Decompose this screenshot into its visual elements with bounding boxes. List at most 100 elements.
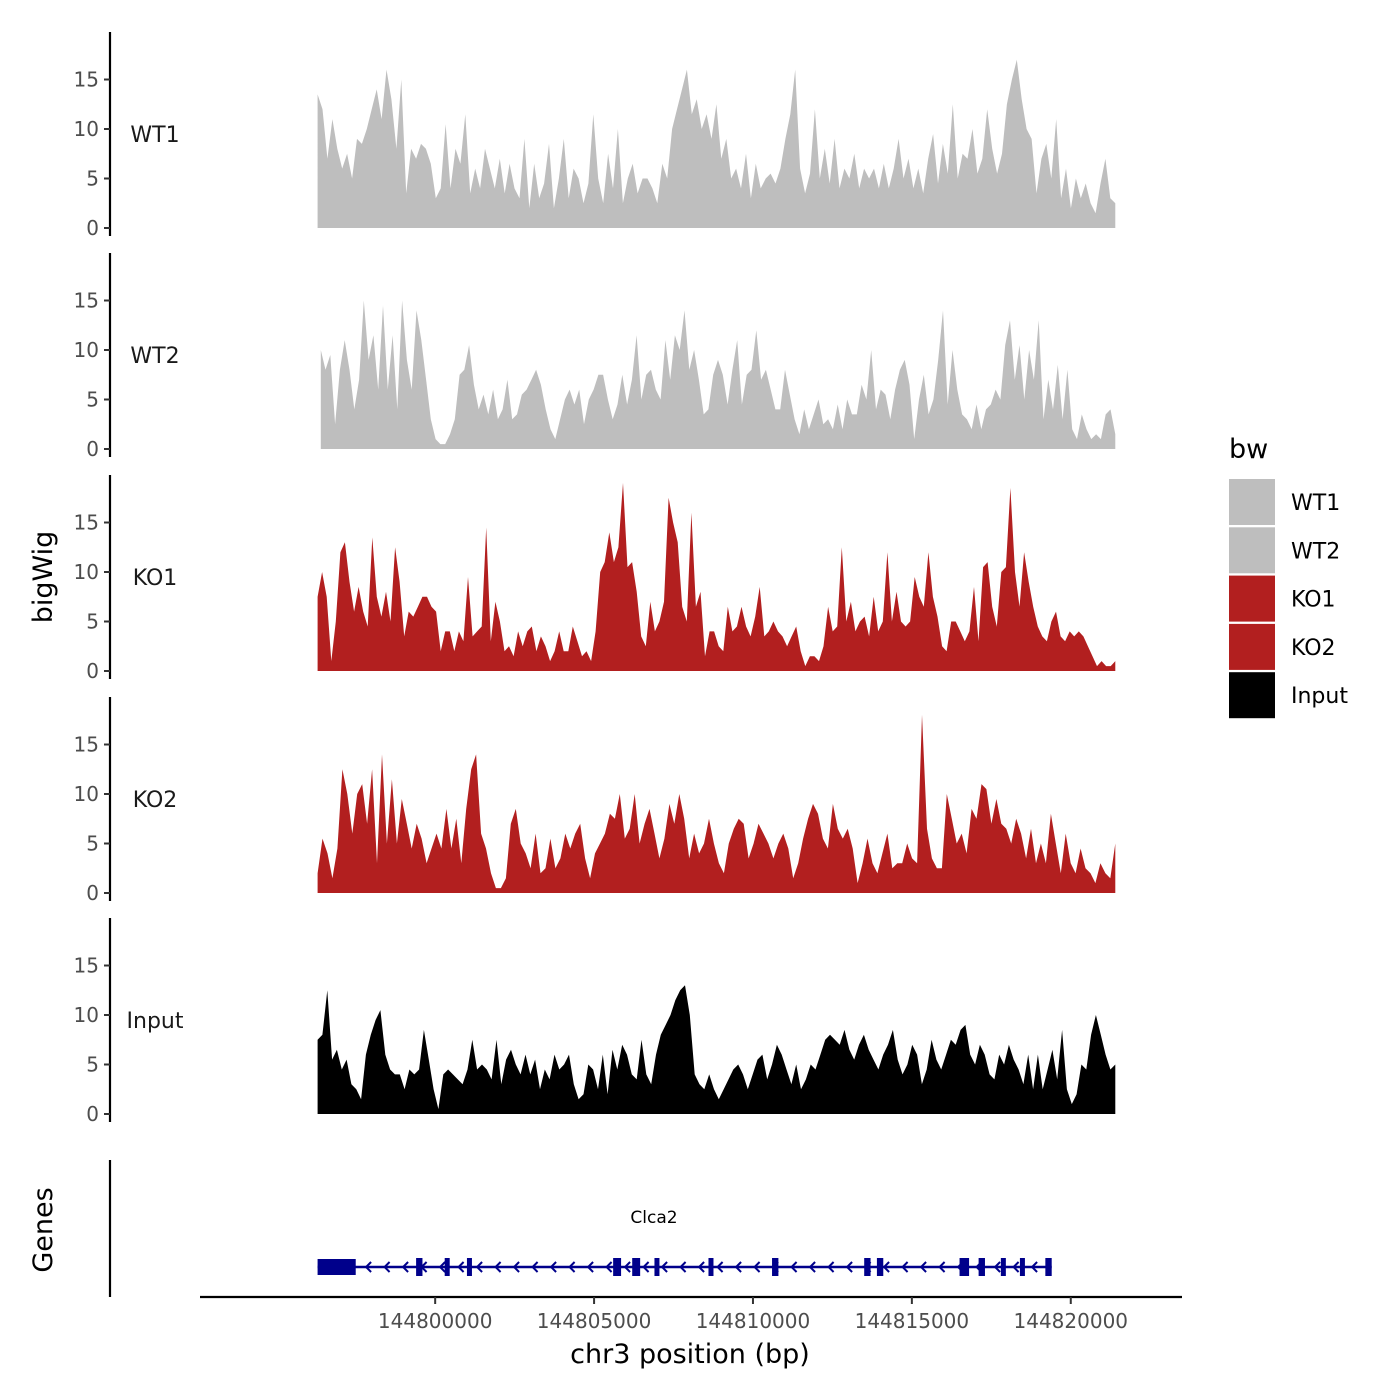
area-wt2 xyxy=(320,300,1116,449)
legend-label: KO2 xyxy=(1291,636,1336,661)
gene-exon xyxy=(1045,1258,1052,1276)
strand-arrow xyxy=(697,1261,705,1273)
y-tick-label: 10 xyxy=(74,117,99,141)
strand-arrow xyxy=(679,1261,687,1273)
strand-arrow xyxy=(919,1261,927,1273)
legend-swatch xyxy=(1229,575,1275,622)
legend-swatch xyxy=(1229,479,1275,525)
x-tick-label: 144815000 xyxy=(855,1309,970,1333)
legend-swatch xyxy=(1229,672,1275,719)
strand-arrow xyxy=(901,1261,909,1273)
gene-exon xyxy=(444,1258,450,1276)
strand-arrow xyxy=(938,1261,946,1273)
strand-arrow xyxy=(1012,1261,1020,1273)
y-tick-label: 0 xyxy=(86,1102,99,1126)
legend-item-wt1: WT1 xyxy=(1229,479,1340,525)
strand-arrow xyxy=(457,1261,465,1273)
strand-arrow xyxy=(845,1261,853,1273)
strand-arrow xyxy=(401,1261,409,1273)
track-ko2: 0 5 10 15 KO2 xyxy=(74,697,1116,905)
legend-label: Input xyxy=(1291,684,1348,709)
x-axis-title: chr3 position (bp) xyxy=(570,1339,810,1370)
gene-exon xyxy=(613,1258,622,1276)
strand-arrow xyxy=(827,1261,835,1273)
y-tick-label: 15 xyxy=(74,511,99,535)
strand-arrow xyxy=(734,1261,742,1273)
y-tick-label: 0 xyxy=(86,216,99,240)
strand-arrow xyxy=(494,1261,502,1273)
legend-label: WT1 xyxy=(1291,491,1340,516)
y-tick-label: 15 xyxy=(74,733,99,757)
track-wt2: 0 5 10 15 WT2 xyxy=(74,253,1116,461)
strand-arrow xyxy=(1030,1261,1038,1273)
strand-arrow xyxy=(531,1261,539,1273)
legend-title: bw xyxy=(1229,434,1268,465)
y-tick-label: 10 xyxy=(74,560,99,584)
legend-item-ko2: KO2 xyxy=(1229,623,1336,670)
y-tick-label: 10 xyxy=(74,1003,99,1027)
gene-exon xyxy=(317,1259,356,1275)
gene-exon xyxy=(466,1258,472,1276)
y-tick-label: 15 xyxy=(74,68,99,92)
track-label: Input xyxy=(127,1009,184,1034)
gene-exon xyxy=(772,1258,779,1276)
y-axis-title-bigwig: bigWig xyxy=(28,531,59,624)
gene-exon xyxy=(632,1258,641,1276)
area-input xyxy=(317,985,1116,1114)
strand-arrow xyxy=(882,1261,890,1273)
strand-arrow xyxy=(716,1261,724,1273)
y-tick-label: 5 xyxy=(86,1053,99,1077)
track-wt1: 0 5 10 15 WT1 xyxy=(74,32,1116,240)
gene-exon xyxy=(708,1258,714,1276)
x-tick-label: 144800000 xyxy=(378,1309,493,1333)
gene-clca2: Clca2 xyxy=(317,1208,1052,1276)
legend-label: WT2 xyxy=(1291,539,1340,564)
y-tick-label: 0 xyxy=(86,881,99,905)
gene-exon xyxy=(978,1258,985,1276)
y-tick-label: 0 xyxy=(86,659,99,683)
strand-arrow xyxy=(993,1261,1001,1273)
legend-item-wt2: WT2 xyxy=(1229,527,1340,574)
y-tick-label: 5 xyxy=(86,832,99,856)
x-axis: 144800000 144805000 144810000 144815000 1448… xyxy=(200,1295,1182,1333)
legend-swatch xyxy=(1229,527,1275,574)
strand-arrow xyxy=(623,1261,631,1273)
gene-exon xyxy=(959,1258,970,1276)
legend-swatch xyxy=(1229,623,1275,670)
strand-arrow xyxy=(808,1261,816,1273)
y-tick-label: 0 xyxy=(86,437,99,461)
track-input: 0 5 10 15 Input xyxy=(74,918,1116,1126)
gene-exon xyxy=(876,1258,884,1276)
gene-exon xyxy=(1019,1258,1025,1276)
y-axis-title-genes: Genes xyxy=(28,1187,59,1272)
track-label: KO1 xyxy=(133,566,178,591)
gene-exon xyxy=(864,1258,871,1276)
gene-exon xyxy=(1000,1258,1006,1276)
strand-arrow xyxy=(512,1261,520,1273)
gene-exon xyxy=(416,1258,423,1276)
track-ko1: 0 5 10 15 KO1 xyxy=(74,475,1116,683)
strand-arrow xyxy=(364,1261,372,1273)
strand-arrow xyxy=(586,1261,594,1273)
track-label: WT1 xyxy=(130,123,179,148)
legend-item-input: Input xyxy=(1229,672,1348,719)
strand-arrow xyxy=(753,1261,761,1273)
x-tick-label: 144820000 xyxy=(1014,1309,1129,1333)
strand-arrow xyxy=(383,1261,391,1273)
area-ko1 xyxy=(317,482,1116,671)
y-tick-label: 10 xyxy=(74,782,99,806)
strand-arrow xyxy=(642,1261,650,1273)
area-wt1 xyxy=(317,59,1116,229)
legend-item-ko1: KO1 xyxy=(1229,575,1336,622)
strand-arrow xyxy=(438,1261,446,1273)
y-tick-label: 5 xyxy=(86,167,99,191)
strand-arrow xyxy=(568,1261,576,1273)
gene-label: Clca2 xyxy=(630,1208,677,1228)
y-tick-label: 15 xyxy=(74,289,99,313)
y-tick-label: 5 xyxy=(86,610,99,634)
y-tick-label: 15 xyxy=(74,954,99,978)
legend-label: KO1 xyxy=(1291,588,1336,613)
track-label: WT2 xyxy=(130,344,179,369)
area-ko2 xyxy=(317,714,1116,893)
